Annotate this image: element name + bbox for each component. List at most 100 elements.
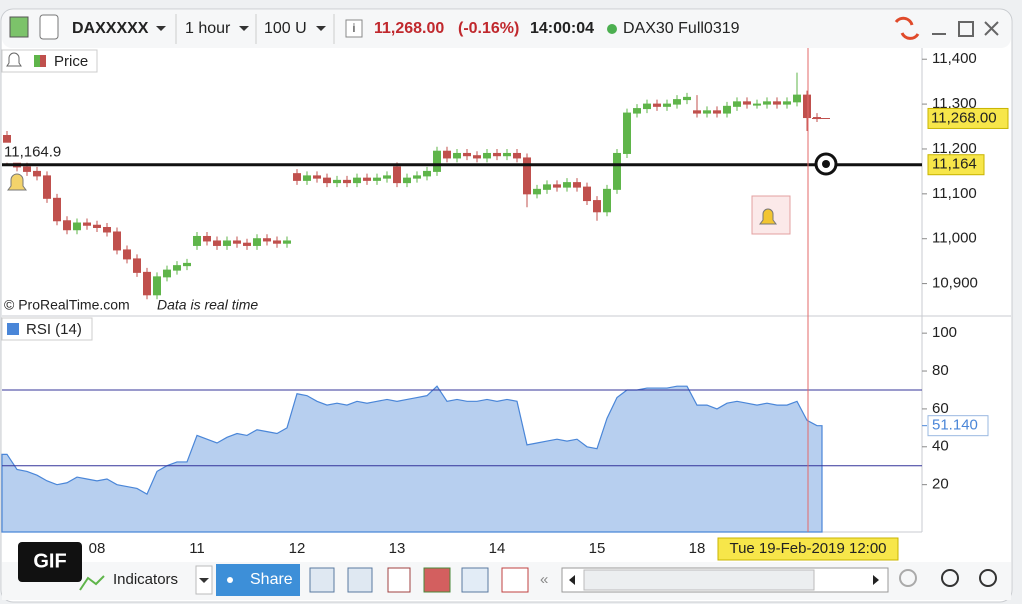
- info-icon[interactable]: [345, 19, 363, 38]
- rsi-value-box: [927, 415, 989, 437]
- candle-body: [773, 101, 781, 105]
- scroll-thumb[interactable]: [583, 569, 815, 591]
- x-tick-label: 13: [389, 540, 406, 557]
- timeframe[interactable]: 1 hour: [185, 20, 231, 37]
- crosshair-box: [717, 537, 899, 561]
- link-icon[interactable]: [39, 14, 59, 40]
- chart-type-icon[interactable]: [9, 16, 29, 38]
- candle-body: [63, 220, 71, 231]
- candle-body: [673, 99, 681, 105]
- candle-body: [163, 269, 171, 278]
- bell-icon[interactable]: [6, 52, 22, 67]
- candle-body: [283, 240, 291, 244]
- candle-body: [133, 258, 141, 273]
- zoom-icon[interactable]: [899, 569, 917, 587]
- tool-icon[interactable]: [501, 567, 529, 593]
- candle-body: [723, 105, 731, 114]
- x-tick-label: 11: [189, 540, 205, 557]
- candle-body: [643, 103, 651, 110]
- y-tick-label: 11,000: [932, 230, 977, 247]
- alert-label-box: [2, 142, 72, 163]
- tool-icon[interactable]: [309, 567, 335, 593]
- candle-body: [103, 226, 111, 233]
- share-icon: [227, 577, 233, 583]
- candle-body: [683, 96, 691, 101]
- candle-body: [303, 175, 311, 181]
- y-tick-label: 100: [932, 324, 957, 341]
- rsi-legend: RSI (14): [1, 317, 93, 341]
- candle-body: [293, 173, 301, 181]
- candle-body: [783, 101, 791, 105]
- feed: DAX30 Full0319: [623, 20, 740, 37]
- price-legend: Price: [1, 49, 98, 73]
- indicators-icon[interactable]: [79, 575, 105, 591]
- legend-label: RSI (14): [26, 321, 82, 338]
- toolbar: DAXXXXX 1 hour 100 U i 11,268.00 (-0.16%…: [2, 10, 1011, 48]
- alert-bell[interactable]: [7, 173, 27, 191]
- candle-body: [793, 94, 801, 103]
- candle-body: [543, 184, 551, 190]
- candle-body: [733, 101, 741, 107]
- dropdown-arrow: [239, 26, 249, 31]
- units[interactable]: 100 U: [264, 20, 307, 37]
- candle-body: [563, 182, 571, 188]
- candle-body: [593, 200, 601, 213]
- tool-icon[interactable]: [347, 567, 373, 593]
- last-price: 11,268.00: [374, 20, 444, 37]
- refresh-icon[interactable]: [894, 16, 920, 40]
- status-dot: [607, 24, 617, 34]
- x-tick-label: 08: [89, 540, 106, 557]
- candle-body: [253, 238, 261, 246]
- candle-body: [313, 175, 321, 179]
- gif-label: GIF: [33, 550, 66, 572]
- candle-body: [663, 103, 671, 107]
- alert-axis-box: [927, 154, 985, 176]
- candle-body: [273, 240, 281, 244]
- candle-body: [743, 101, 751, 105]
- candle-body: [753, 103, 761, 106]
- candle-body: [223, 240, 231, 246]
- price-panel: [2, 48, 922, 315]
- collapse-icon[interactable]: «: [540, 571, 548, 588]
- candle-body: [343, 179, 351, 184]
- indicators-button[interactable]: Indicators: [113, 571, 178, 588]
- change: (-0.16%): [458, 20, 519, 37]
- y-tick-label: 60: [932, 400, 949, 417]
- rsi-value-label: 51.140: [932, 417, 978, 434]
- info-glyph: i: [353, 21, 356, 35]
- candle-body: [443, 150, 451, 159]
- candle-body: [213, 240, 221, 246]
- bottom-bar: Indicators Share «: [2, 562, 1011, 600]
- candle-body: [23, 166, 31, 172]
- candle-body: [393, 166, 401, 184]
- tool-icon[interactable]: [461, 567, 489, 593]
- maximize-icon[interactable]: [958, 21, 974, 37]
- y-tick-label: 11,300: [932, 95, 977, 112]
- candle-body: [523, 157, 531, 195]
- zoom-in[interactable]: [979, 569, 997, 587]
- candle-body: [603, 188, 611, 213]
- candle-body: [53, 197, 61, 222]
- x-tick-label: 18: [689, 540, 706, 557]
- tool-icon[interactable]: [423, 567, 451, 593]
- candle-body: [83, 222, 91, 226]
- candle-body: [513, 152, 521, 159]
- candle-body: [763, 101, 771, 105]
- tool-icon[interactable]: [387, 567, 411, 593]
- credit: © ProRealTime.com: [4, 297, 130, 313]
- candle-body: [493, 152, 501, 157]
- dropdown-arrow: [199, 578, 209, 583]
- candle-body: [143, 271, 151, 296]
- alert-axis-label: 11,164: [932, 156, 977, 173]
- candle-body: [173, 265, 181, 271]
- candle-body: [573, 182, 581, 188]
- share-button[interactable]: Share: [250, 571, 293, 588]
- candle-body: [203, 235, 211, 242]
- candle-body: [713, 110, 721, 114]
- y-tick-label: 11,200: [932, 140, 977, 157]
- close-icon[interactable]: [984, 21, 999, 36]
- symbol[interactable]: DAXXXXX: [72, 20, 149, 37]
- zoom-out[interactable]: [941, 569, 959, 587]
